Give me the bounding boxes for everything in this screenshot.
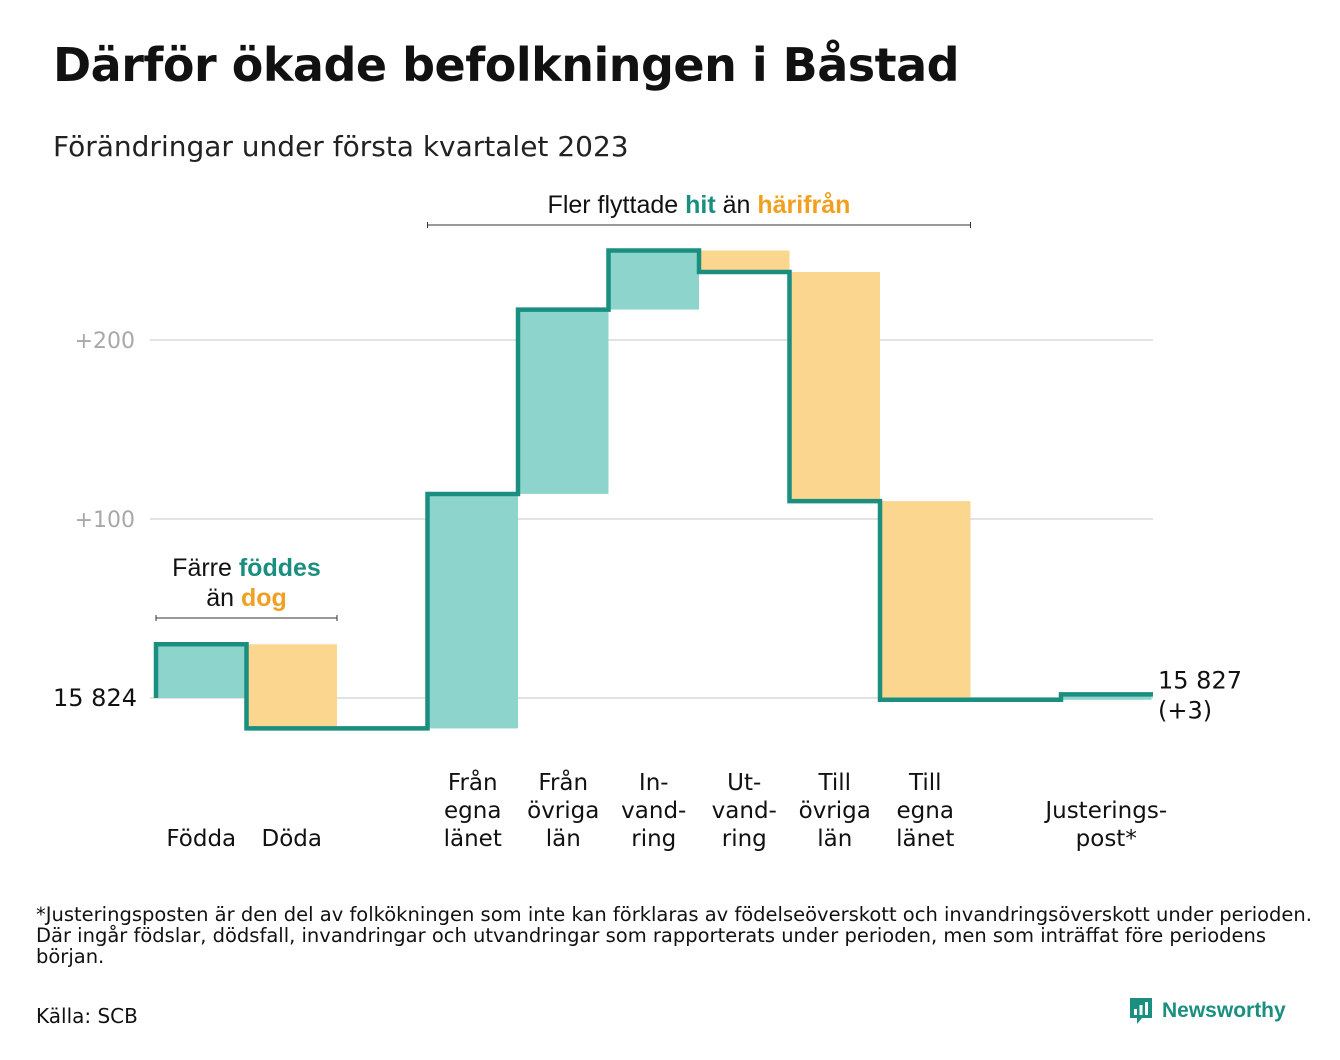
annotation-segment: hit: [685, 191, 716, 219]
bar: [1061, 694, 1152, 700]
category-label: vand-: [621, 798, 686, 824]
bar: [608, 250, 699, 310]
category-label: länet: [444, 826, 502, 852]
category-label: Justerings-: [1043, 798, 1167, 824]
annotation-segment: härifrån: [757, 191, 850, 219]
annotation-segment: Färre: [172, 554, 239, 582]
category-label: egna: [444, 798, 501, 824]
annotation-segment: föddes: [239, 554, 321, 582]
category-label: egna: [897, 798, 954, 824]
annotation-text: Färre föddes: [172, 554, 321, 582]
chart-title: Därför ökade befolkningen i Båstad: [53, 38, 960, 92]
category-label: Födda: [166, 826, 236, 852]
category-label: ring: [722, 826, 767, 852]
source-note: Källa: SCB: [36, 1004, 138, 1028]
annotation-segment: dog: [241, 584, 287, 612]
y-tick-label: +100: [75, 508, 135, 533]
bar: [789, 271, 880, 502]
category-label: övriga: [799, 798, 871, 824]
annotation-text: Fler flyttade hit än härifrån: [548, 191, 851, 219]
category-label: vand-: [712, 798, 777, 824]
bar: [156, 644, 247, 698]
footnote: *Justeringsposten är den del av folkökni…: [36, 903, 1312, 968]
category-label: län: [817, 826, 852, 852]
bar: [427, 493, 518, 729]
end-value-label: 15 827: [1158, 666, 1242, 694]
category-label: Från: [448, 768, 498, 796]
bar: [880, 501, 971, 700]
bar: [699, 250, 790, 272]
category-label: Ut-: [727, 770, 761, 796]
annotation-segment: än: [716, 191, 758, 219]
start-value-label: 15 824: [53, 684, 137, 712]
end-change-label: (+3): [1158, 696, 1212, 724]
category-label: länet: [896, 826, 954, 852]
category-label: Till: [817, 770, 851, 796]
y-tick-label: +200: [75, 329, 135, 354]
annotation-segment: än: [206, 584, 241, 612]
bars: [156, 250, 1152, 729]
newsworthy-logo-icon: [1130, 998, 1152, 1024]
category-label: post*: [1076, 826, 1137, 852]
brand-name: Newsworthy: [1162, 999, 1286, 1022]
category-label: län: [546, 826, 581, 852]
category-label: övriga: [527, 798, 599, 824]
cumulative-step-line: [153, 248, 1153, 731]
chart-subtitle: Förändringar under första kvartalet 2023: [53, 130, 629, 163]
bar: [246, 644, 337, 729]
annotation-segment: Fler flyttade: [548, 191, 686, 219]
annotation-text: än dog: [206, 584, 287, 612]
category-label: Till: [908, 770, 942, 796]
category-label: Från: [538, 768, 588, 796]
category-label: Döda: [262, 826, 322, 852]
category-label: ring: [631, 826, 676, 852]
category-label: In-: [639, 770, 669, 796]
brand-logo[interactable]: Newsworthy: [1128, 996, 1286, 1026]
bar: [518, 309, 609, 494]
